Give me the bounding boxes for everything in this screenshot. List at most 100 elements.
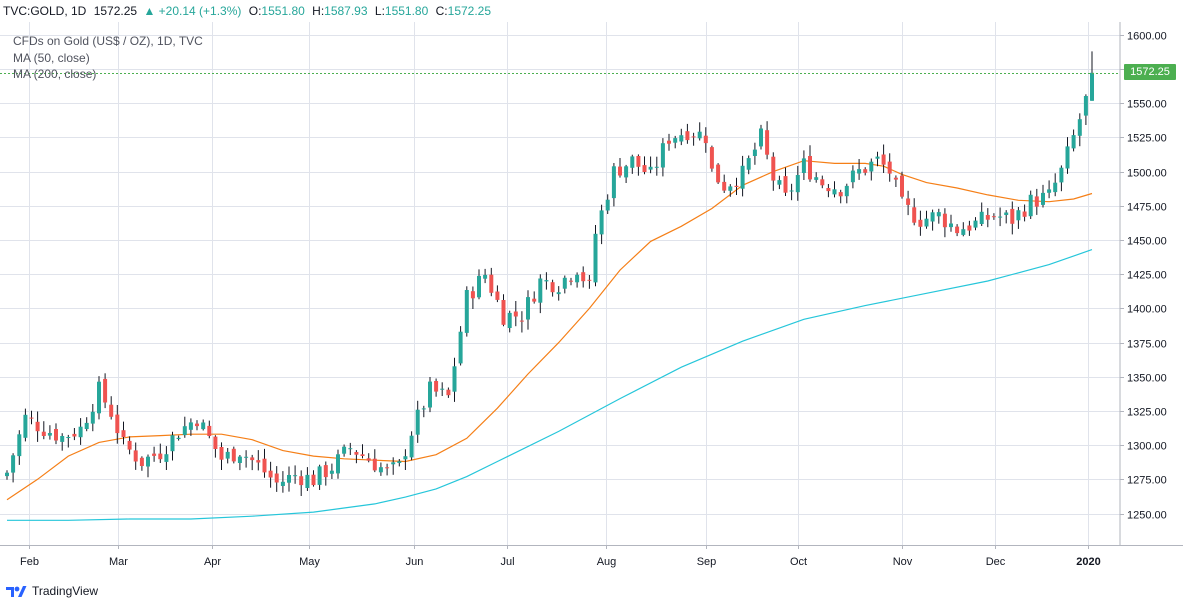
candle-body [513,311,518,317]
candle-body [979,211,984,224]
candle-body [759,128,763,147]
symbol-name[interactable]: TVC:GOLD, 1D [3,4,87,18]
price-tick-label: 1425.00 [1127,270,1167,282]
time-tick-label: Nov [893,556,913,568]
candle-body [268,470,273,478]
candle-body [1047,189,1052,193]
candle-body [440,388,445,390]
time-tick-label: Feb [20,556,39,568]
candle-body [630,156,635,168]
candle-body [869,161,874,172]
candle-body [170,435,175,452]
candle-body [722,181,727,191]
candle-body [1083,96,1088,116]
candle-body [293,475,298,477]
candle-body [501,300,506,325]
candle-body [611,166,616,199]
candle-body [1004,212,1009,215]
candle-body [35,421,40,432]
candle-body [244,456,249,458]
candle-body [881,154,886,165]
candle-body [336,454,340,474]
time-axis[interactable]: Feb Mar Apr May Jun Jul Aug Sep Oct Nov Dec 2020 [20,545,1101,568]
candle-body [483,274,488,279]
candle-body [1077,119,1082,136]
chart-grid [0,22,1120,545]
last-price: 1572.25 [93,4,138,18]
low-label: L: [374,4,385,18]
candle-body [23,414,28,438]
low-value: 1551.80 [384,4,429,18]
candle-body [900,175,904,197]
price-tick-label: 1550.00 [1127,99,1167,111]
candle-body [832,189,837,195]
candle-body [78,426,83,438]
candle-body [366,458,371,461]
close-value: 1572.25 [447,4,492,18]
candle-body [323,465,328,478]
candle-body [139,457,144,466]
candle-body [887,161,892,174]
legend-ma200[interactable]: MA (200, close) [13,67,97,81]
candle-body [47,433,52,436]
brand-name: TradingView [32,584,99,598]
candle-body [421,408,426,410]
candle-body [538,278,543,303]
candle-body [213,436,218,449]
time-tick-label: Mar [109,556,128,568]
candle-body [403,456,408,460]
time-tick-label: Apr [204,556,221,568]
candle-body [1059,167,1064,183]
time-tick-label: Jun [406,556,424,568]
candle-body [391,462,396,465]
candle-body [495,291,500,300]
candle-body [452,366,457,392]
time-tick-label: 2020 [1076,556,1100,568]
candle-body [924,218,929,227]
candle-body [814,177,819,180]
candle-body [1065,146,1070,169]
candle-body [507,312,512,328]
price-tick-label: 1400.00 [1127,304,1167,316]
candle-body [446,389,451,396]
candle-body [127,440,132,450]
candle-body [458,331,463,364]
candle-body [795,175,800,193]
price-axis[interactable]: 1250.00 1275.00 1300.00 1325.00 1350.00 1375.… [1120,31,1167,522]
candle-body [587,279,592,281]
candle-body [1090,72,1094,101]
candle-body [121,430,126,437]
moving-average-lines [6,160,1093,521]
candle-body [550,282,555,293]
candle-body [519,320,524,322]
ma-line [7,249,1093,521]
candle-body [90,411,95,424]
time-tick-label: Sep [697,556,717,568]
high-value: 1587.93 [324,4,368,18]
candle-body [66,437,71,438]
candle-body [918,219,923,227]
price-tick-label: 1275.00 [1127,475,1167,487]
candle-body [164,454,169,462]
candle-body [250,457,255,461]
legend-title[interactable]: CFDs on Gold (US$ / OZ), 1D, TVC [13,34,203,48]
candle-body [955,226,960,234]
candle-body [152,453,157,456]
footer-branding[interactable]: TradingView [5,581,98,601]
candle-body [973,220,978,228]
candle-body [385,467,390,469]
candle-body [237,456,242,463]
price-tick-label: 1375.00 [1127,339,1167,351]
candle-body [342,446,347,454]
price-tick-label: 1325.00 [1127,407,1167,419]
time-tick-label: May [299,556,320,568]
candle-body [581,272,586,282]
candle-body [820,179,825,186]
open-label: O: [248,4,262,18]
candle-body [1010,208,1015,224]
candle-body [985,215,990,220]
time-tick-label: Oct [790,556,807,568]
candle-body [1022,211,1027,217]
legend-ma50[interactable]: MA (50, close) [13,50,90,65]
